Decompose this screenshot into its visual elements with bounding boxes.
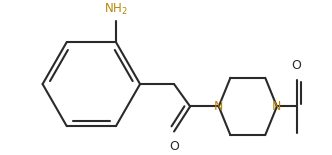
Text: NH$_2$: NH$_2$ bbox=[104, 2, 128, 17]
Text: O: O bbox=[291, 60, 301, 73]
Text: N: N bbox=[272, 100, 282, 113]
Text: O: O bbox=[169, 140, 179, 153]
Text: N: N bbox=[214, 100, 223, 113]
